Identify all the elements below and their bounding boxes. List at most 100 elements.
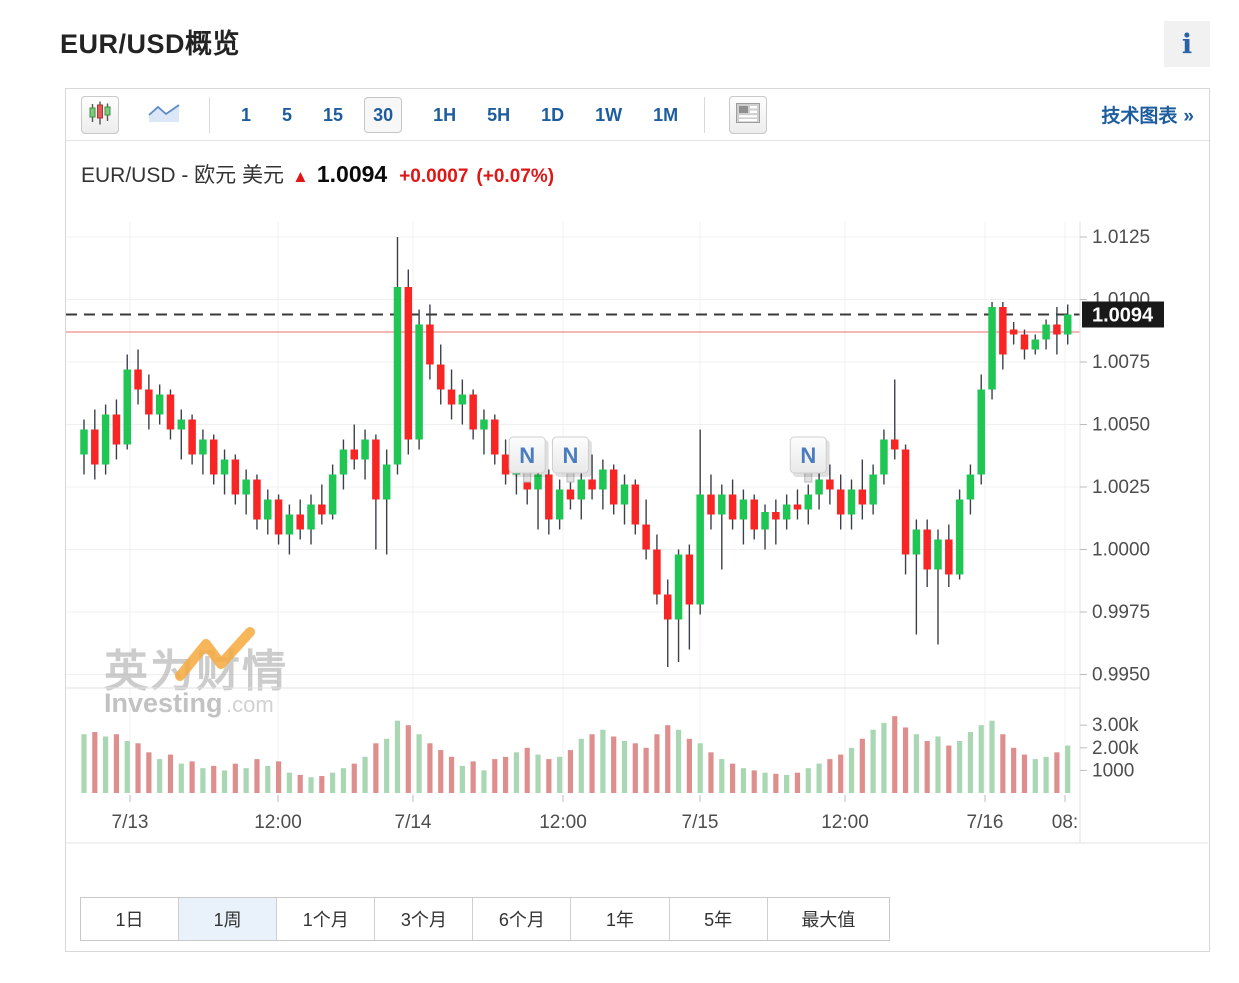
candlestick-chart-button[interactable] xyxy=(81,95,119,134)
candle-body xyxy=(923,529,931,570)
candle-body xyxy=(620,484,629,505)
info-icon: i xyxy=(1181,28,1193,60)
range-button-5年[interactable]: 5年 xyxy=(668,898,767,940)
price-axis-label: 1.0050 xyxy=(1092,415,1150,436)
volume-bar xyxy=(394,720,401,793)
candle-body xyxy=(199,439,207,455)
volume-bar xyxy=(751,770,757,793)
volume-bar xyxy=(967,731,974,793)
interval-5h[interactable]: 5H xyxy=(487,104,511,125)
volume-bar xyxy=(340,768,347,793)
news-marker[interactable]: N xyxy=(508,436,549,483)
range-button-3个月[interactable]: 3个月 xyxy=(374,898,473,940)
range-selector: 1日 1周 1个月 3个月 6个月 1年 5年 最大值 xyxy=(80,897,890,941)
news-icon: N xyxy=(800,443,816,468)
volume-bar xyxy=(92,731,98,793)
news-view-button[interactable] xyxy=(729,95,768,134)
candle-body xyxy=(501,454,510,475)
news-icon: N xyxy=(563,443,579,468)
volume-bar xyxy=(924,741,930,793)
volume-bar xyxy=(848,747,855,793)
candle-body xyxy=(469,394,477,430)
volume-bar xyxy=(297,774,303,793)
volume-bar xyxy=(1032,759,1038,793)
candle-body xyxy=(253,479,261,520)
volume-bar xyxy=(330,772,336,793)
volume-bar xyxy=(200,768,206,793)
volume-bar xyxy=(719,759,725,793)
candle-body xyxy=(999,307,1007,355)
info-button[interactable]: i xyxy=(1164,21,1210,67)
volume-bar xyxy=(578,738,584,793)
candle-body xyxy=(609,469,618,505)
candle-body xyxy=(674,554,683,620)
time-axis-label: 12:00 xyxy=(821,812,869,833)
volume-bar xyxy=(762,772,768,793)
interval-1m[interactable]: 1M xyxy=(653,104,679,125)
volume-bar xyxy=(913,734,919,793)
interval-30[interactable]: 30 xyxy=(364,96,403,133)
interval-1d[interactable]: 1D xyxy=(541,104,565,125)
axes: 1.01251.01001.00751.00501.00251.00000.99… xyxy=(66,222,1208,844)
range-button-1年[interactable]: 1年 xyxy=(570,898,669,940)
candle-body xyxy=(436,364,445,390)
line-chart-button[interactable] xyxy=(145,96,183,134)
range-button-1日[interactable]: 1日 xyxy=(81,898,179,940)
candle-body xyxy=(112,414,121,445)
volume-bar xyxy=(135,743,141,793)
interval-1w[interactable]: 1W xyxy=(595,104,623,125)
volume-bar xyxy=(978,725,984,793)
news-marker[interactable]: N xyxy=(551,436,592,483)
chart-area: EUR/USD - 欧元 美元 ▲ 1.0094 +0.0007 (+0.07%… xyxy=(66,141,1209,897)
page-title: EUR/USD概览 xyxy=(60,29,241,59)
candle-body xyxy=(393,287,402,465)
volume-bar xyxy=(805,768,811,793)
last-price: 1.0094 xyxy=(316,161,388,187)
candle-body xyxy=(793,504,802,510)
volume-bar xyxy=(319,776,325,793)
volume-bar xyxy=(167,754,174,793)
interval-5[interactable]: 5 xyxy=(282,104,293,125)
candle-body xyxy=(188,419,196,455)
volume-bar xyxy=(535,754,541,793)
volume-bar xyxy=(459,765,465,793)
range-button-1个月[interactable]: 1个月 xyxy=(276,898,375,940)
candle-body xyxy=(415,324,423,440)
range-button-6个月[interactable]: 6个月 xyxy=(472,898,571,940)
volume-bar xyxy=(654,734,660,793)
candle-body xyxy=(772,512,780,520)
volume-bar xyxy=(611,736,617,793)
volume-bar xyxy=(881,722,887,793)
interval-1[interactable]: 1 xyxy=(241,104,252,125)
time-axis-label: 7/15 xyxy=(682,812,719,833)
volume-axis-label: 1000 xyxy=(1092,760,1134,781)
volume-bar xyxy=(351,763,357,793)
candle-body xyxy=(836,489,845,515)
volume-axis-label: 3.00k xyxy=(1092,715,1139,736)
volume-bar xyxy=(189,761,195,793)
candle-body xyxy=(145,389,153,415)
volume-bar xyxy=(286,772,292,793)
interval-15[interactable]: 15 xyxy=(323,104,344,125)
candle-body xyxy=(285,514,294,535)
technical-chart-link[interactable]: 技术图表» xyxy=(1101,101,1194,128)
candle-body xyxy=(91,429,99,465)
range-button-1周[interactable]: 1周 xyxy=(178,898,277,940)
candle-body xyxy=(458,394,467,405)
news-marker[interactable]: N xyxy=(789,436,830,483)
candle-body xyxy=(328,474,337,515)
candle-body xyxy=(977,389,985,475)
instrument-name: EUR/USD - 欧元 美元 xyxy=(81,164,285,187)
interval-1h[interactable]: 1H xyxy=(433,104,457,125)
range-button-最大值[interactable]: 最大值 xyxy=(766,898,890,940)
volume-bar xyxy=(784,774,790,793)
price-axis-label: 0.9975 xyxy=(1092,602,1150,623)
candle-body xyxy=(577,479,586,500)
volume-bar xyxy=(794,772,801,793)
candle-body xyxy=(350,449,358,460)
toolbar-separator xyxy=(704,96,706,133)
volume-bar xyxy=(697,743,703,793)
